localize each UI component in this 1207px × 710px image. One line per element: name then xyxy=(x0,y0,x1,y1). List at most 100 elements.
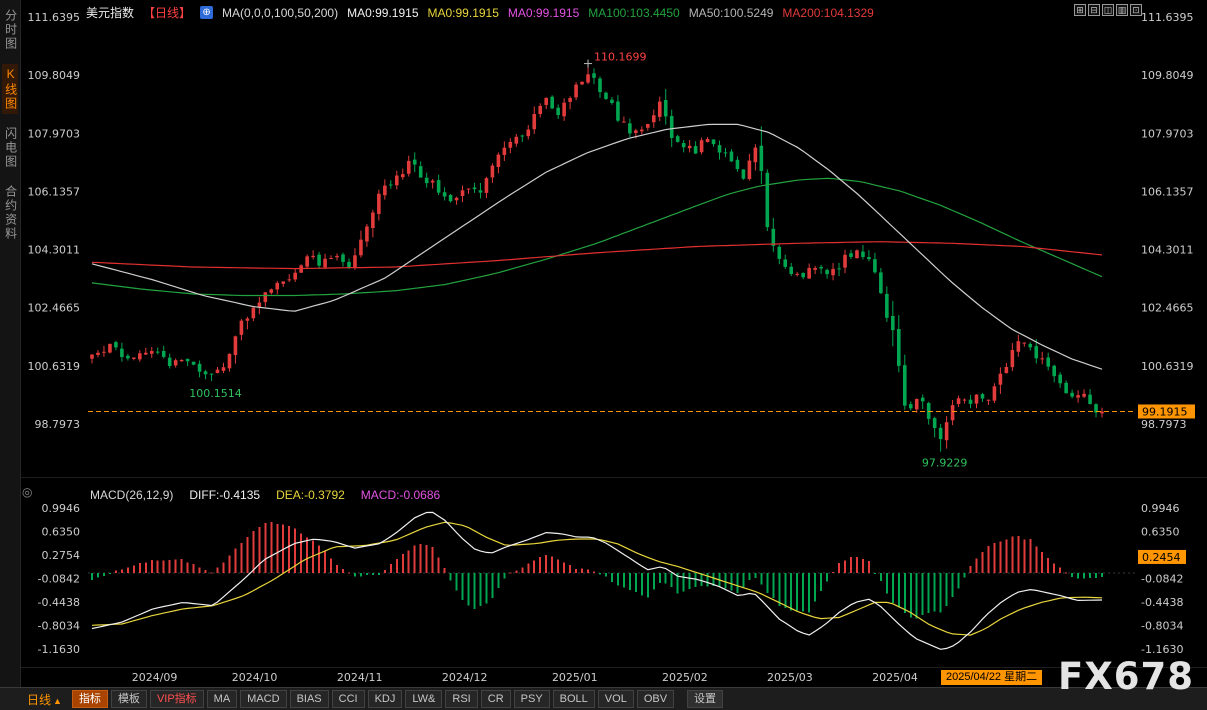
bottom-toolbar: 日线 ▲ 指标 模板 VIP指标 MA MACD BIAS CCI KDJ LW& RSI CR PSY… xyxy=(0,687,1207,710)
symbol-info-icon[interactable]: ⊕ xyxy=(200,6,214,19)
svg-text:2024/12: 2024/12 xyxy=(442,671,488,684)
ma100-line xyxy=(91,177,1103,297)
toolbar-vip-indicators-button[interactable]: VIP指标 xyxy=(149,690,204,708)
toolbar-items: 指标 模板 VIP指标 MA MACD BIAS CCI KDJ LW& RSI CR PSY BOLL… xyxy=(71,690,726,708)
layout-single-icon[interactable]: ⊡ xyxy=(1130,4,1142,16)
svg-text:-0.4438: -0.4438 xyxy=(1141,596,1183,609)
ma-legend-item: MA(0,0,0,100,50,200) xyxy=(222,5,339,20)
svg-text:2025/04: 2025/04 xyxy=(872,671,918,684)
sidebar-tab-time-chart[interactable]: 分时图 xyxy=(3,9,18,51)
macd-value-badge xyxy=(1138,549,1186,564)
layout-grid-icon[interactable]: ⊞ xyxy=(1074,4,1086,16)
ma50-line xyxy=(91,123,1103,370)
svg-text:-0.4438: -0.4438 xyxy=(38,596,80,609)
svg-text:0.2754: 0.2754 xyxy=(42,549,81,562)
symbol-name: 美元指数 xyxy=(86,6,135,20)
ma-legend-item: MA50:100.5249 xyxy=(688,5,774,20)
svg-text:104.3011: 104.3011 xyxy=(1141,244,1194,257)
toolbar-cr-button[interactable]: CR xyxy=(480,690,511,708)
svg-text:99.1915: 99.1915 xyxy=(1142,405,1188,418)
indicator-panel-icon[interactable]: ◎ xyxy=(22,485,33,499)
svg-text:2025/02: 2025/02 xyxy=(662,671,708,684)
macd-header-item: DIFF:-0.4135 xyxy=(189,488,261,502)
svg-text:-1.1630: -1.1630 xyxy=(1141,643,1183,656)
toolbar-psy-button[interactable]: PSY xyxy=(513,690,550,708)
svg-text:-0.0842: -0.0842 xyxy=(1141,572,1183,585)
left-sidebar: 分时图 K线图闪电图合约资料 xyxy=(0,0,21,687)
toolbar-indicators-button[interactable]: 指标 xyxy=(71,690,108,708)
svg-text:98.7973: 98.7973 xyxy=(35,418,81,431)
svg-text:100.6319: 100.6319 xyxy=(1141,360,1194,373)
svg-text:107.9703: 107.9703 xyxy=(1141,127,1194,140)
chevron-up-icon: ▲ xyxy=(53,695,62,706)
svg-text:0.9946: 0.9946 xyxy=(1141,502,1180,515)
toolbar-ma-button[interactable]: MA xyxy=(206,690,238,708)
last-price-badge xyxy=(1138,404,1195,419)
ma-legend-item: MA0:99.1915 xyxy=(507,5,580,20)
period-label: 日线 xyxy=(27,692,52,707)
ma-legend-item: MA200:104.1329 xyxy=(782,5,874,20)
layout-columns-icon[interactable]: ◫ xyxy=(1102,4,1114,16)
svg-text:107.9703: 107.9703 xyxy=(28,127,81,140)
toolbar-vol-button[interactable]: VOL xyxy=(597,690,634,708)
diff-line xyxy=(91,511,1103,650)
toolbar-cci-button[interactable]: CCI xyxy=(331,690,365,708)
svg-text:2024/10: 2024/10 xyxy=(232,671,278,684)
macd-header-item: DEA:-0.3792 xyxy=(276,488,345,502)
ma-legend-item: MA0:99.1915 xyxy=(427,5,499,20)
sidebar-tab-contract-info[interactable]: 合约资料 xyxy=(3,185,18,241)
svg-text:111.6395: 111.6395 xyxy=(1141,11,1194,24)
svg-text:109.8049: 109.8049 xyxy=(1141,69,1194,82)
toolbar-rsi-button[interactable]: RSI xyxy=(445,690,478,708)
macd-header-item: MACD:-0.0686 xyxy=(360,488,441,502)
svg-text:106.1357: 106.1357 xyxy=(1141,185,1194,198)
toolbar-kdj-button[interactable]: KDJ xyxy=(367,690,403,708)
ma-legend-item: MA100:103.4450 xyxy=(588,5,680,20)
low-price-label: 97.9229 xyxy=(922,457,968,470)
candles xyxy=(90,63,1104,452)
period-selector[interactable]: 日线 ▲ xyxy=(27,691,62,708)
sidebar-tab-flash-chart[interactable]: 闪电图 xyxy=(3,127,18,169)
macd-histogram xyxy=(91,522,1103,619)
svg-text:0.9946: 0.9946 xyxy=(42,502,81,515)
toolbar-obv-button[interactable]: OBV xyxy=(636,690,675,708)
current-date-badge: 2025/04/22 星期二 xyxy=(941,670,1043,685)
svg-text:104.3011: 104.3011 xyxy=(28,244,81,257)
toolbar-bias-button[interactable]: BIAS xyxy=(289,690,329,708)
toolbar-lwr-button[interactable]: LW& xyxy=(405,690,443,708)
svg-text:2025/01: 2025/01 xyxy=(552,671,598,684)
svg-text:0.6350: 0.6350 xyxy=(1141,525,1180,538)
toolbar-templates-button[interactable]: 模板 xyxy=(110,690,147,708)
svg-text:102.4665: 102.4665 xyxy=(1141,302,1194,315)
toolbar-macd-button[interactable]: MACD xyxy=(240,690,287,708)
toolbar-settings-button[interactable]: 设置 xyxy=(687,690,724,708)
svg-text:-1.1630: -1.1630 xyxy=(38,643,80,656)
window-layout-icons: ⊞ ⊟ ◫ ▥ ⊡ xyxy=(1074,4,1142,16)
peak-price-label: 110.1699 xyxy=(594,51,647,64)
svg-text:100.6319: 100.6319 xyxy=(28,360,81,373)
chart-header: 美元指数 【日线】 ⊕ MA(0,0,0,100,50,200) MA0:99.1… xyxy=(86,4,874,21)
macd-header: MACD(26,12,9) DIFF:-0.4135 DEA:-0.3792 MACD… xyxy=(90,488,440,502)
ma-legend-item: MA0:99.1915 xyxy=(347,5,419,20)
ma-legend: MA(0,0,0,100,50,200) MA0:99.1915 MA0:99.19… xyxy=(222,6,874,20)
svg-text:2024/09: 2024/09 xyxy=(132,671,178,684)
layout-panels-icon[interactable]: ▥ xyxy=(1116,4,1128,16)
toolbar-boll-button[interactable]: BOLL xyxy=(552,690,595,708)
macd-header-item: MACD(26,12,9) xyxy=(90,488,174,502)
svg-text:106.1357: 106.1357 xyxy=(28,185,81,198)
svg-text:0.6350: 0.6350 xyxy=(42,525,81,538)
sidebar-tab-kline-chart[interactable]: K线图 xyxy=(2,64,18,114)
svg-text:102.4665: 102.4665 xyxy=(28,302,81,315)
svg-text:111.6395: 111.6395 xyxy=(28,11,81,24)
svg-text:-0.8034: -0.8034 xyxy=(1141,619,1183,632)
layout-rows-icon[interactable]: ⊟ xyxy=(1088,4,1100,16)
x-axis-labels: 2024/09 2024/10 2024/11 2024/12 2025/01 2025/… xyxy=(132,671,918,684)
low-price-label: 100.1514 xyxy=(189,387,242,400)
svg-text:-0.0842: -0.0842 xyxy=(38,572,80,585)
svg-text:98.7973: 98.7973 xyxy=(1141,418,1187,431)
period-tag: 【日线】 xyxy=(143,6,192,20)
svg-text:2024/11: 2024/11 xyxy=(337,671,383,684)
svg-text:0.2454: 0.2454 xyxy=(1142,551,1181,564)
